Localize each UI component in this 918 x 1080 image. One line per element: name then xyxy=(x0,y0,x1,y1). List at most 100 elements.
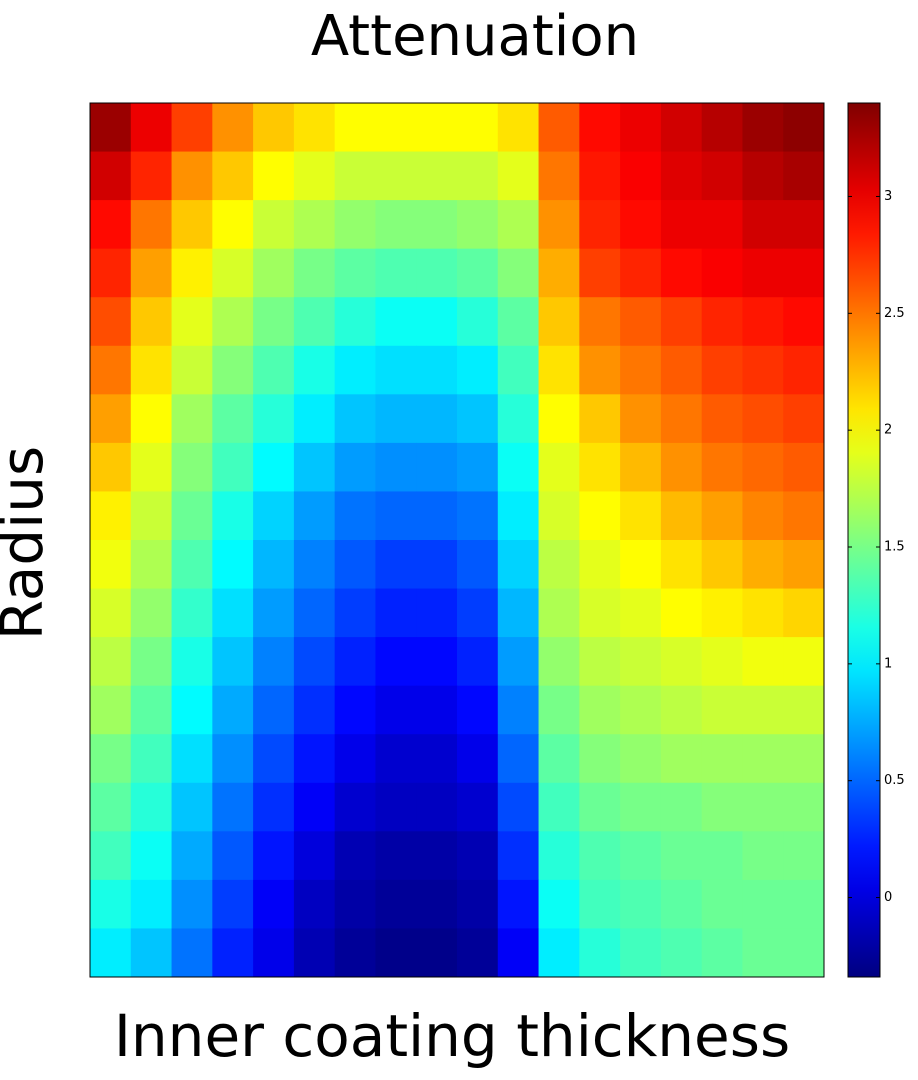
heatmap-cell xyxy=(375,637,417,687)
heatmap-cell xyxy=(742,151,784,201)
heatmap-cell xyxy=(253,103,295,153)
heatmap-cell xyxy=(497,782,540,832)
heatmap-cell xyxy=(293,345,336,395)
heatmap-cell xyxy=(130,782,173,832)
heatmap-cell xyxy=(293,491,336,541)
heatmap-cell xyxy=(130,879,173,929)
heatmap-cell xyxy=(497,928,540,978)
heatmap-cell xyxy=(783,879,825,929)
heatmap-cell xyxy=(783,297,825,347)
heatmap-cell xyxy=(375,442,417,492)
heatmap-cell xyxy=(416,491,458,541)
colorbar-tick-label: 3 xyxy=(884,189,892,204)
heatmap-cell xyxy=(90,345,132,395)
heatmap-cell xyxy=(783,248,825,298)
heatmap-cell xyxy=(701,928,743,978)
heatmap-cell xyxy=(620,879,662,929)
heatmap-cell xyxy=(90,637,132,687)
heatmap-cell xyxy=(171,734,213,784)
heatmap-cell xyxy=(701,540,743,590)
heatmap-cell xyxy=(660,297,703,347)
heatmap-cell xyxy=(660,588,703,638)
colorbar-tick-label: 0 xyxy=(884,890,892,905)
heatmap-cell xyxy=(334,831,376,881)
heatmap-cell xyxy=(334,345,376,395)
heatmap-cell xyxy=(783,782,825,832)
heatmap-cell xyxy=(742,345,784,395)
heatmap-cell xyxy=(212,685,254,735)
heatmap-cell xyxy=(579,685,621,735)
heatmap-cell xyxy=(701,831,743,881)
heatmap-cell xyxy=(375,345,417,395)
heatmap-cell xyxy=(416,345,458,395)
heatmap-cell xyxy=(334,734,376,784)
heatmap-cell xyxy=(497,685,540,735)
heatmap-cell xyxy=(253,442,295,492)
heatmap-cell xyxy=(497,491,540,541)
heatmap-cell xyxy=(375,588,417,638)
heatmap-cell xyxy=(130,248,173,298)
heatmap-cell xyxy=(701,734,743,784)
heatmap-cell xyxy=(212,491,254,541)
colorbar-tick-label: 1 xyxy=(884,656,892,671)
heatmap-cell xyxy=(90,200,132,250)
heatmap-cell xyxy=(579,200,621,250)
heatmap-cell xyxy=(90,928,132,978)
heatmap-cell xyxy=(293,442,336,492)
heatmap-cell xyxy=(375,734,417,784)
heatmap-cell xyxy=(579,248,621,298)
heatmap-cell xyxy=(293,928,336,978)
heatmap-cell xyxy=(457,442,499,492)
heatmap-cell xyxy=(416,782,458,832)
heatmap-cell xyxy=(538,297,580,347)
heatmap-cell xyxy=(375,103,417,153)
heatmap-cell xyxy=(212,248,254,298)
heatmap-cell xyxy=(90,782,132,832)
heatmap-cell xyxy=(660,103,703,153)
plot-frame xyxy=(89,102,825,978)
heatmap-cell xyxy=(783,540,825,590)
heatmap-cell xyxy=(130,734,173,784)
heatmap-cell xyxy=(701,297,743,347)
heatmap-cell xyxy=(497,103,540,153)
heatmap-cell xyxy=(620,588,662,638)
heatmap-cell xyxy=(579,782,621,832)
heatmap-cell xyxy=(212,637,254,687)
heatmap-cell xyxy=(375,200,417,250)
heatmap-cell xyxy=(253,491,295,541)
heatmap-cell xyxy=(334,782,376,832)
heatmap-cell xyxy=(334,151,376,201)
heatmap-cell xyxy=(660,248,703,298)
heatmap-cell xyxy=(783,103,825,153)
heatmap-cell xyxy=(783,442,825,492)
heatmap-cell xyxy=(457,588,499,638)
heatmap-cell xyxy=(497,345,540,395)
heatmap-cell xyxy=(416,734,458,784)
heatmap-cell xyxy=(457,734,499,784)
heatmap-cell xyxy=(253,248,295,298)
heatmap-cell xyxy=(130,297,173,347)
heatmap-cell xyxy=(538,200,580,250)
heatmap-cell xyxy=(497,394,540,444)
heatmap-cell xyxy=(90,491,132,541)
heatmap-cell xyxy=(253,879,295,929)
heatmap-cell xyxy=(253,297,295,347)
colorbar-tick-label: 0.5 xyxy=(884,773,905,788)
heatmap-cell xyxy=(660,394,703,444)
heatmap-cell xyxy=(253,345,295,395)
heatmap-cell xyxy=(538,345,580,395)
heatmap-cell xyxy=(171,345,213,395)
heatmap-cell xyxy=(90,831,132,881)
heatmap-cell xyxy=(538,879,580,929)
colorbar-tick-label: 2.5 xyxy=(884,306,905,321)
heatmap-cell xyxy=(742,928,784,978)
heatmap-cell xyxy=(253,685,295,735)
heatmap-cell xyxy=(620,200,662,250)
colorbar-tick-label: 1.5 xyxy=(884,540,905,555)
heatmap-cell xyxy=(660,734,703,784)
heatmap-cell xyxy=(457,637,499,687)
heatmap-cell xyxy=(334,879,376,929)
heatmap-cell xyxy=(212,879,254,929)
heatmap-cell xyxy=(293,151,336,201)
heatmap-cell xyxy=(171,491,213,541)
